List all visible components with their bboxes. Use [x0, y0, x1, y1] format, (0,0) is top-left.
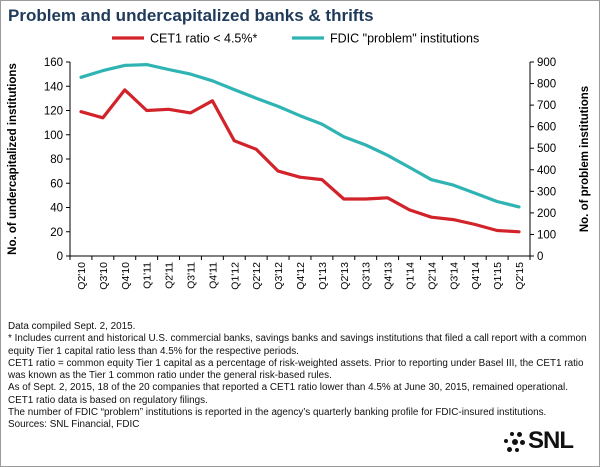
- x-tick-label: Q4'14: [470, 262, 482, 290]
- right-tick-label: 900: [537, 57, 556, 69]
- logo-dot: [517, 432, 522, 437]
- right-tick-label: 400: [537, 165, 556, 177]
- x-tick-label: Q2'12: [251, 262, 263, 290]
- footnotes: Data compiled Sept. 2, 2015. * Includes …: [8, 321, 592, 432]
- left-tick-label: 160: [44, 57, 63, 69]
- x-tick-label: Q4'13: [383, 262, 395, 290]
- x-tick-label: Q2'10: [76, 262, 88, 290]
- y-axis-left-title: No. of undercapitalized institutions: [7, 63, 19, 255]
- left-tick-label: 120: [44, 106, 63, 118]
- note-includes: * Includes current and historical U.S. c…: [8, 333, 587, 357]
- left-tick-label: 60: [50, 178, 63, 190]
- logo-dot: [504, 439, 508, 443]
- logo-dot: [510, 432, 514, 436]
- x-tick-label: Q1'15: [492, 262, 504, 290]
- logo-dot: [515, 448, 519, 452]
- x-tick-label: Q3'14: [448, 262, 460, 290]
- x-tick-label: Q3'13: [361, 262, 373, 290]
- right-tick-label: 200: [537, 208, 556, 220]
- left-tick-label: 0: [57, 251, 63, 263]
- legend-label-0: CET1 ratio < 4.5%*: [150, 32, 257, 46]
- logo-dot: [507, 447, 512, 452]
- x-tick-label: Q3'12: [273, 262, 285, 290]
- right-tick-label: 100: [537, 229, 556, 241]
- x-tick-label: Q1'13: [317, 262, 329, 290]
- x-tick-label: Q1'12: [229, 262, 241, 290]
- x-tick-label: Q4'11: [207, 262, 219, 289]
- x-tick-label: Q2'13: [339, 262, 351, 290]
- logo-dot: [520, 440, 525, 445]
- x-tick-label: Q2'14: [426, 262, 438, 290]
- logo-dot: [512, 439, 518, 445]
- x-tick-label: Q1'11: [142, 262, 154, 289]
- right-tick-label: 600: [537, 122, 556, 134]
- legend-label-1: FDIC "problem" institutions: [330, 32, 479, 46]
- note-sources: Sources: SNL Financial, FDIC: [8, 419, 140, 431]
- x-tick-label: Q2'11: [164, 262, 176, 289]
- left-tick-label: 100: [44, 130, 63, 142]
- right-tick-label: 0: [537, 251, 543, 263]
- note-cet1-source: CET1 ratio data is based on regulatory f…: [8, 394, 208, 406]
- chart-svg: 0 20 40 60 80 100 120 140 160 0 100 200 300 400 500 600…: [7, 32, 591, 290]
- note-fdic-problem: The number of FDIC “problem” institution…: [8, 407, 547, 419]
- right-tick-label: 700: [537, 100, 556, 112]
- note-cet1-definition: CET1 ratio = common equity Tier 1 capita…: [8, 357, 584, 382]
- note-operational: As of Sept. 2, 2015, 18 of the 20 compan…: [8, 382, 568, 394]
- series-line-1: [79, 62, 521, 209]
- right-tick-label: 300: [537, 186, 556, 198]
- y-axis-right-title: No. of problem institutions: [579, 86, 591, 232]
- series-line-0: [79, 88, 521, 234]
- chart-title: Problem and undercapitalized banks & thr…: [8, 6, 374, 25]
- snl-logo: SNL: [502, 427, 584, 455]
- left-tick-label: 20: [50, 227, 63, 239]
- note-date: Data compiled Sept. 2, 2015.: [8, 321, 136, 332]
- x-tick-label: Q4'12: [295, 262, 307, 290]
- logo-text: SNL: [528, 427, 574, 454]
- x-tick-label: Q1'14: [405, 262, 417, 290]
- left-tick-label: 140: [44, 81, 63, 93]
- left-tick-label: 40: [50, 203, 63, 215]
- right-tick-label: 500: [537, 143, 556, 155]
- x-tick-label: Q4'10: [120, 262, 132, 290]
- right-tick-label: 800: [537, 79, 556, 91]
- x-tick-label: Q3'10: [98, 262, 110, 290]
- x-tick-label: Q2'15: [514, 262, 526, 290]
- x-tick-label: Q3'11: [185, 262, 197, 289]
- left-tick-label: 80: [50, 154, 63, 166]
